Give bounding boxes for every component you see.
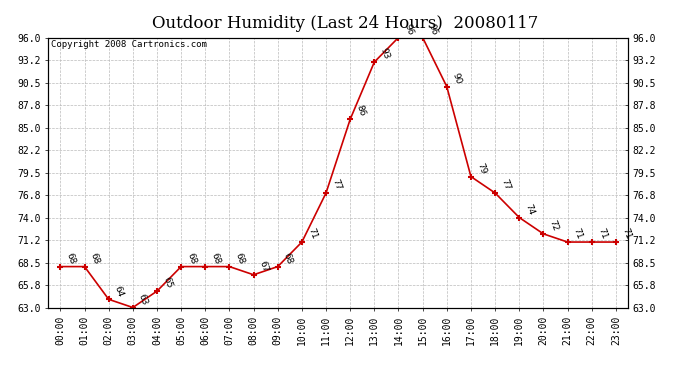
Text: Copyright 2008 Cartronics.com: Copyright 2008 Cartronics.com (51, 40, 207, 49)
Text: 71: 71 (306, 227, 318, 241)
Text: 77: 77 (331, 178, 342, 192)
Text: 63: 63 (137, 292, 149, 306)
Text: 96: 96 (427, 22, 439, 36)
Text: 68: 68 (65, 251, 77, 265)
Text: 79: 79 (475, 161, 487, 175)
Text: 71: 71 (620, 227, 632, 241)
Text: 86: 86 (355, 104, 366, 118)
Text: 64: 64 (113, 284, 125, 298)
Text: 65: 65 (161, 276, 173, 290)
Text: 71: 71 (572, 227, 584, 241)
Text: 72: 72 (548, 219, 560, 232)
Text: Outdoor Humidity (Last 24 Hours)  20080117: Outdoor Humidity (Last 24 Hours) 2008011… (152, 15, 538, 32)
Text: 90: 90 (451, 71, 463, 85)
Text: 77: 77 (500, 178, 511, 192)
Text: 68: 68 (89, 251, 101, 265)
Text: 68: 68 (186, 251, 197, 265)
Text: 68: 68 (282, 251, 294, 265)
Text: 71: 71 (596, 227, 608, 241)
Text: 93: 93 (379, 47, 391, 61)
Text: 74: 74 (524, 202, 535, 216)
Text: 68: 68 (234, 251, 246, 265)
Text: 67: 67 (258, 260, 270, 273)
Text: 68: 68 (210, 251, 221, 265)
Text: 96: 96 (403, 22, 415, 36)
